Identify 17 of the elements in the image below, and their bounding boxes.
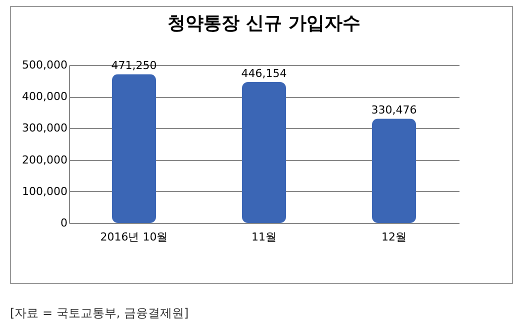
y-tick-label: 400,000 <box>22 90 68 104</box>
chart-title: 청약통장 신규 가입자수 <box>168 13 360 34</box>
bar <box>242 82 286 223</box>
data-label: 446,154 <box>241 67 287 80</box>
y-tick-label: 0 <box>60 216 68 230</box>
text: [자료 = 국토교통부, 금융결제원] <box>10 305 189 322</box>
y-tick-label: 500,000 <box>22 58 68 72</box>
x-tick-label: 2016년 10월 <box>100 230 168 244</box>
y-tick-label: 300,000 <box>22 122 68 135</box>
bar <box>112 74 156 223</box>
bar <box>372 118 416 223</box>
x-tick-label: 11월 <box>252 230 276 244</box>
y-tick-label: 200,000 <box>22 153 68 166</box>
x-tick-label: 12월 <box>382 230 406 244</box>
data-label: 330,476 <box>371 104 417 117</box>
y-tick-label: 100,000 <box>22 184 68 198</box>
data-label: 471,250 <box>111 59 157 72</box>
